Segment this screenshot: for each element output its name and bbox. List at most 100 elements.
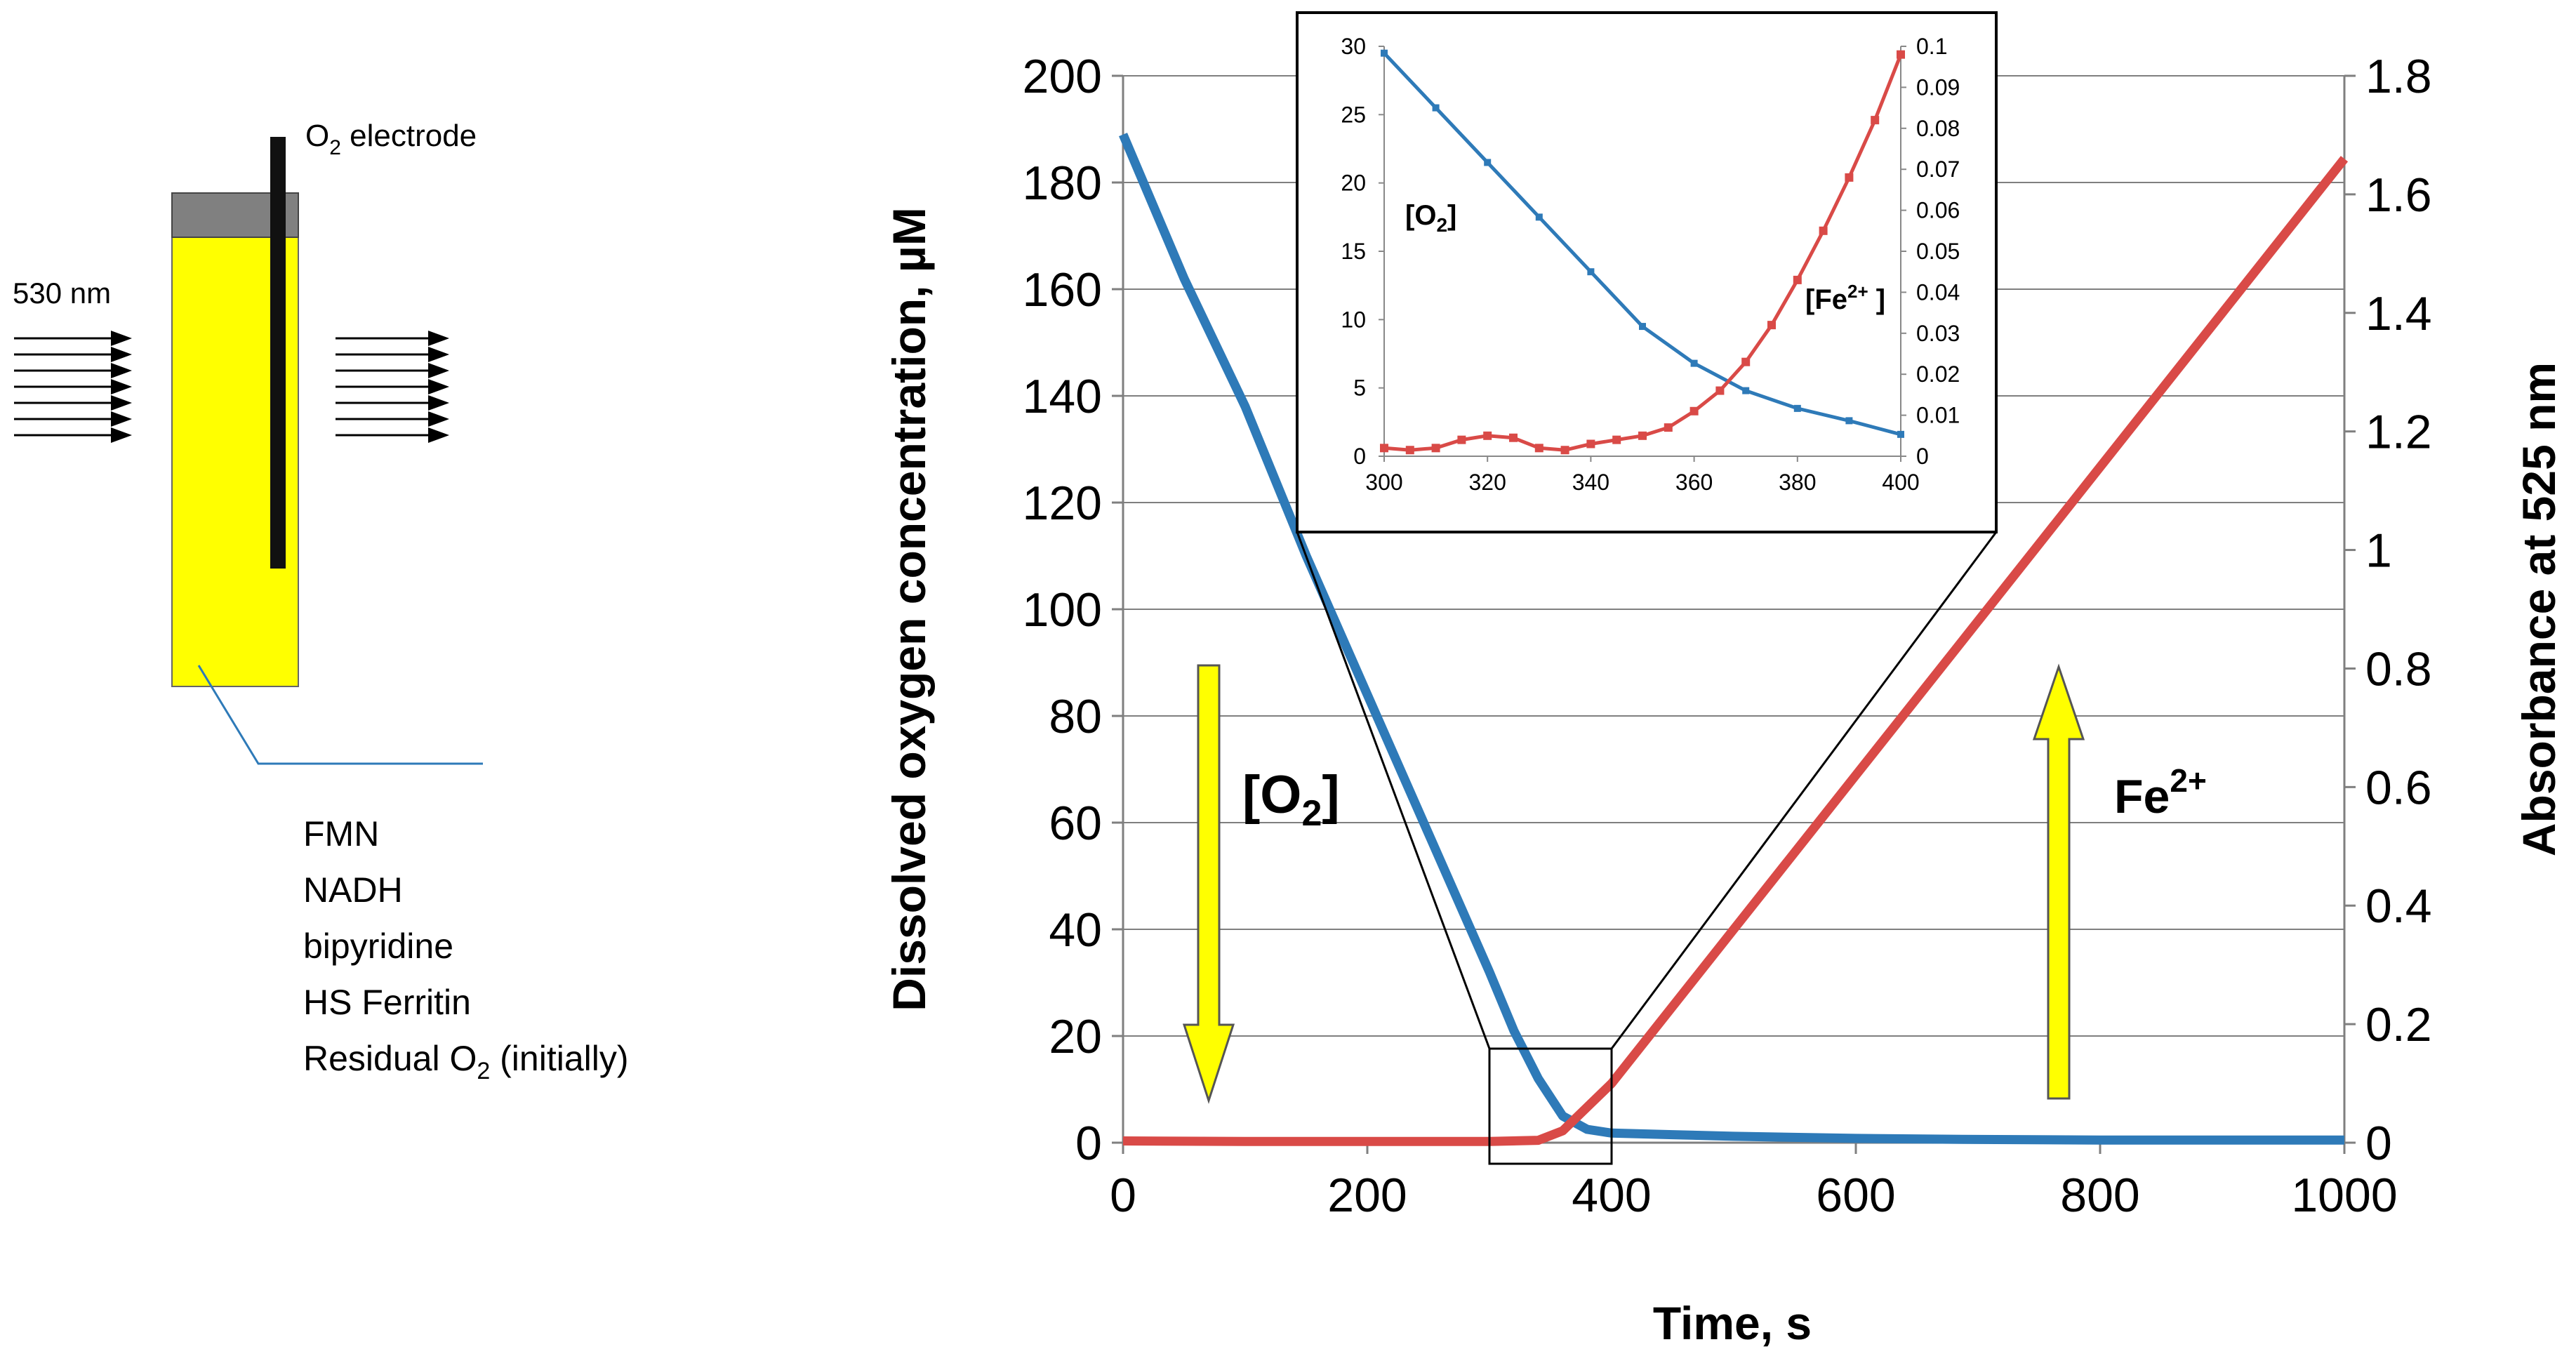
x-tick-label: 200 [1327, 1169, 1407, 1222]
y2-tick-label: 0 [2365, 1117, 2392, 1170]
inset-fe-point [1431, 444, 1440, 453]
y-tick-labels: 0 20 40 60 80 100 120 140 160 180 200 [1023, 50, 1102, 1170]
y-axis-title: Dissolved oxygen concentration, µM [883, 207, 935, 1011]
light-ray-head [428, 363, 449, 378]
inset-o2-point [1845, 417, 1853, 425]
y-tick-label: 60 [1049, 797, 1102, 850]
inset-fe-point [1612, 435, 1621, 444]
inset-o2-point [1484, 159, 1492, 166]
inset-axes [1379, 46, 1906, 462]
inset-fe-point [1689, 406, 1699, 416]
inset-o2-point [1639, 323, 1646, 331]
inset-fe-point [1715, 386, 1725, 395]
light-ray-head [428, 395, 449, 411]
y2-tick-label: 1.6 [2365, 168, 2432, 222]
inset-y2-tick-label: 0.01 [1916, 403, 1960, 428]
inset-y2-tick-label: 0.06 [1916, 198, 1960, 223]
contents-pointer-line [197, 665, 483, 765]
contents-item: bipyridine [303, 927, 453, 966]
inset-fe-markers [1380, 50, 1905, 455]
inset-y2-tick-label: 0.1 [1916, 34, 1947, 59]
x-tick-labels: 0 200 400 600 800 1000 [1110, 1169, 2398, 1222]
light-ray-head [111, 331, 132, 346]
light-ray-head [111, 363, 132, 378]
inset-x-tick-label: 400 [1882, 470, 1919, 495]
inset-o2-point [1897, 430, 1904, 438]
inset-y-tick-label: 15 [1341, 239, 1366, 264]
y-tick-label: 40 [1049, 903, 1102, 957]
inset-fe-point [1457, 435, 1466, 444]
y2-tick-label: 0.2 [2365, 998, 2432, 1051]
inset-y-tick-label: 20 [1341, 171, 1366, 196]
inset-o2-point [1793, 404, 1801, 412]
inset-o2-point [1587, 268, 1595, 276]
inset-fe-point [1586, 439, 1595, 449]
inset-fe-point [1793, 275, 1802, 284]
inset-fe-point [1819, 226, 1828, 235]
inset-fe-point [1845, 173, 1854, 182]
light-ray-head [428, 427, 449, 443]
inset-y2-tick-label: 0 [1916, 444, 1929, 469]
y-tick-label: 100 [1023, 583, 1102, 637]
light-ray-head [111, 427, 132, 443]
y-tick-label: 180 [1023, 157, 1102, 210]
contents-item: Residual O2 (initially) [303, 1039, 629, 1084]
y2-tick-label: 1 [2365, 524, 2392, 578]
x-tick-label: 400 [1572, 1169, 1651, 1222]
cuvette-contents-list: FMN NADH bipyridine HS Ferritin Residual O2 … [303, 814, 629, 1084]
inset-fe-point [1560, 446, 1569, 455]
electrode-label: O2 electrode [305, 119, 477, 159]
inset-y2-tick-label: 0.02 [1916, 361, 1960, 387]
y2-tick-label: 0.6 [2365, 761, 2432, 814]
inset-fe-point [1741, 357, 1751, 366]
inset-y-tick-labels: 0 5 10 15 20 25 30 [1341, 34, 1366, 469]
inset-frame [1296, 11, 1998, 533]
inset-x-tick-label: 380 [1779, 470, 1816, 495]
light-ray-head [428, 379, 449, 394]
light-ray-head [428, 331, 449, 346]
y2-tick-label: 1.8 [2365, 50, 2432, 103]
x-tick-label: 600 [1816, 1169, 1895, 1222]
inset-fe-point [1638, 431, 1647, 440]
inset-y2-tick-label: 0.09 [1916, 74, 1960, 100]
inset-x-tick-label: 320 [1469, 470, 1506, 495]
x-tick-label: 1000 [2291, 1169, 2397, 1222]
inset-y-tick-label: 10 [1341, 307, 1366, 332]
o2-annotation: [O2] [1242, 765, 1340, 834]
fe-annotation: Fe2+ [2114, 762, 2207, 823]
y2-tick-label: 0.8 [2365, 642, 2432, 696]
inset-fe-point [1380, 444, 1388, 453]
inset-x-tick-label: 340 [1572, 470, 1609, 495]
zoom-connector-left [1296, 531, 1491, 1049]
x-tick-label: 0 [1110, 1169, 1136, 1222]
inset-x-tick-label: 300 [1365, 470, 1402, 495]
inset-fe-point [1664, 423, 1673, 432]
inset-y-tick-label: 0 [1353, 444, 1366, 469]
inset-fe-point [1534, 444, 1543, 453]
incident-light-arrows [14, 331, 132, 443]
zoom-connector-right [1610, 531, 1998, 1049]
y-tick-label: 200 [1023, 50, 1102, 103]
inset-fe-label: [Fe2+ ] [1805, 281, 1885, 315]
contents-item: HS Ferritin [303, 983, 471, 1022]
inset-y-tick-label: 25 [1341, 102, 1366, 127]
inset-y-tick-label: 5 [1353, 376, 1366, 401]
fe-series-line [1122, 156, 2349, 1146]
inset-y2-tick-label: 0.07 [1916, 157, 1960, 182]
y-tick-label: 80 [1049, 690, 1102, 743]
y2-axis-title: Absorbance at 525 nm [2513, 362, 2565, 856]
inset-y2-tick-label: 0.08 [1916, 116, 1960, 141]
inset-fe-point [1509, 433, 1518, 442]
inset-x-tick-labels: 300 320 340 360 380 400 [1365, 470, 1919, 495]
setup-diagram: O2 electrode 530 nm FMN NADH bipyridine HS … [13, 119, 629, 1084]
x-tick-label: 800 [2060, 1169, 2139, 1222]
y-tick-label: 120 [1023, 477, 1102, 530]
inset-o2-point [1535, 213, 1543, 221]
contents-item: NADH [303, 870, 403, 910]
transmitted-light-arrows [336, 331, 449, 443]
light-ray-head [111, 347, 132, 362]
fe-increase-arrow [2032, 663, 2085, 1100]
inset-o2-point [1432, 104, 1440, 112]
